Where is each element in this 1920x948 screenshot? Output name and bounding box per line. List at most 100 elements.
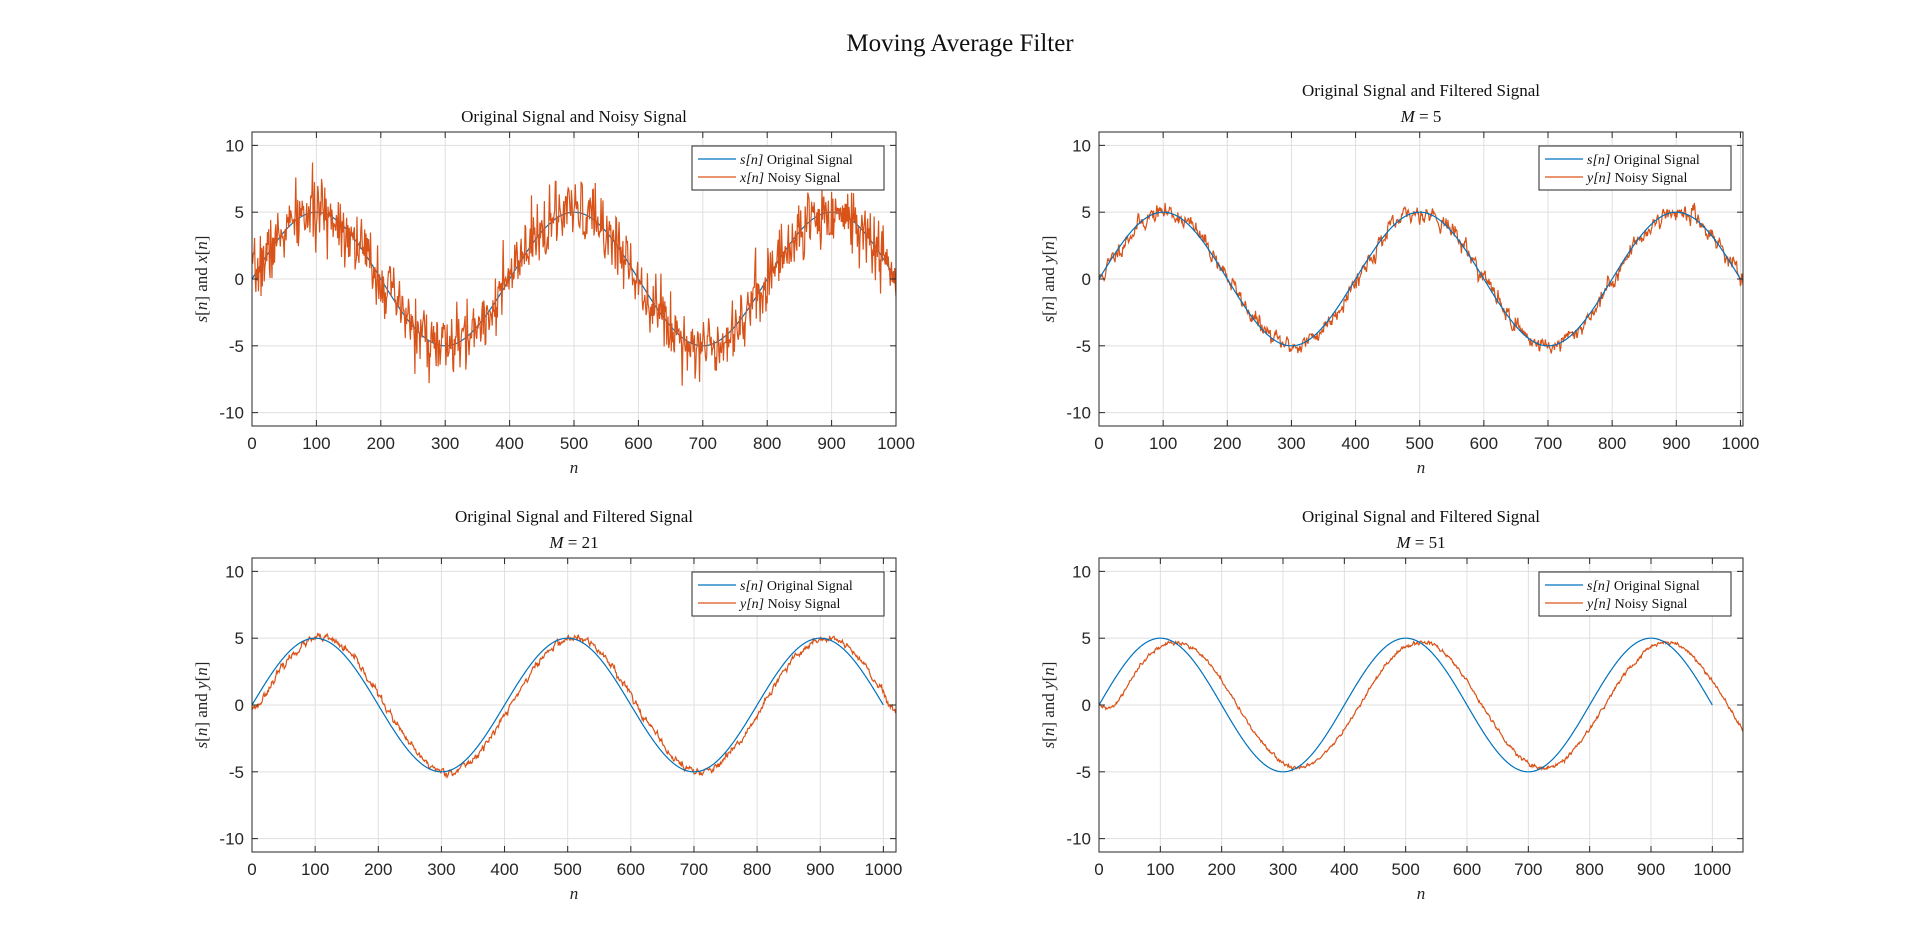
legend-entry: s[n] Original Signal <box>740 153 853 168</box>
x-tick-label: 100 <box>302 434 330 453</box>
x-tick-label: 100 <box>1149 434 1177 453</box>
x-tick-label: 900 <box>1662 434 1690 453</box>
filtered-signal-line <box>1099 202 1743 354</box>
x-tick-label: 0 <box>247 860 256 879</box>
x-axis-label: n <box>570 458 579 477</box>
y-tick-label: -5 <box>1076 337 1091 356</box>
y-tick-label: 10 <box>225 136 244 155</box>
subplot-title: Original Signal and Filtered Signal <box>1302 81 1540 100</box>
original-signal-line <box>252 637 884 773</box>
y-tick-label: -10 <box>219 404 244 423</box>
x-tick-label: 500 <box>553 860 581 879</box>
x-axis-label: n <box>570 884 579 903</box>
x-tick-label: 1000 <box>1722 434 1760 453</box>
x-tick-label: 800 <box>1575 860 1603 879</box>
legend-entry: y[n] Noisy Signal <box>738 597 840 612</box>
legend-entry: s[n] Original Signal <box>1587 153 1700 168</box>
legend-box <box>1538 571 1732 617</box>
x-tick-label: 600 <box>1470 434 1498 453</box>
filtered-signal-line <box>252 632 896 779</box>
y-tick-label: -10 <box>1066 830 1091 849</box>
legend: s[n] Original Signal y[n] Noisy Signal <box>1538 145 1732 191</box>
x-tick-label: 900 <box>817 434 845 453</box>
subplot-3: 0 100 200 300 400 500 600 700 800 900 1000 -10 -5 0 5 1… <box>192 507 902 903</box>
y-tick-label: 0 <box>1082 696 1091 715</box>
legend-entry: x[n] Noisy Signal <box>739 171 840 186</box>
x-tick-label: 100 <box>1146 860 1174 879</box>
x-tick-label: 400 <box>490 860 518 879</box>
subplot-title: Original Signal and Filtered Signal <box>1302 507 1540 526</box>
x-tick-label: 600 <box>1453 860 1481 879</box>
y-axis-label: s[n] and y[n] <box>1039 662 1058 749</box>
y-tick-label: 10 <box>1072 136 1091 155</box>
y-tick-label: 10 <box>225 562 244 581</box>
x-tick-label: 400 <box>495 434 523 453</box>
y-tick-label: -10 <box>219 830 244 849</box>
x-tick-label: 1000 <box>877 434 915 453</box>
subplot-title: Original Signal and Noisy Signal <box>461 107 687 126</box>
x-tick-label: 200 <box>364 860 392 879</box>
x-tick-label: 800 <box>743 860 771 879</box>
x-tick-label: 700 <box>689 434 717 453</box>
y-tick-label: 0 <box>235 270 244 289</box>
figure-title: Moving Average Filter <box>846 30 1074 57</box>
x-axis-label: n <box>1417 884 1426 903</box>
original-signal-line <box>1099 211 1741 347</box>
legend-entry: y[n] Noisy Signal <box>1585 171 1687 186</box>
x-tick-label: 300 <box>431 434 459 453</box>
x-tick-label: 300 <box>1269 860 1297 879</box>
x-axis-label: n <box>1417 458 1426 477</box>
x-tick-label: 900 <box>806 860 834 879</box>
filtered-signal-line <box>1099 640 1743 773</box>
y-tick-label: 5 <box>235 629 244 648</box>
y-tick-label: 0 <box>235 696 244 715</box>
x-tick-label: 800 <box>1598 434 1626 453</box>
x-tick-label: 600 <box>617 860 645 879</box>
x-tick-label: 700 <box>1534 434 1562 453</box>
x-tick-label: 1000 <box>864 860 902 879</box>
x-tick-label: 300 <box>427 860 455 879</box>
legend-box <box>691 145 885 191</box>
y-tick-label: -5 <box>229 337 244 356</box>
legend-entry: s[n] Original Signal <box>740 579 853 594</box>
x-tick-label: 200 <box>367 434 395 453</box>
legend: s[n] Original Signal x[n] Noisy Signal <box>691 145 885 191</box>
x-tick-label: 400 <box>1330 860 1358 879</box>
x-tick-label: 500 <box>560 434 588 453</box>
x-tick-label: 0 <box>247 434 256 453</box>
y-axis-label: s[n] and y[n] <box>192 662 211 749</box>
y-tick-label: -5 <box>1076 763 1091 782</box>
y-tick-label: 5 <box>1082 629 1091 648</box>
x-tick-label: 500 <box>1406 434 1434 453</box>
legend: s[n] Original Signal y[n] Noisy Signal <box>1538 571 1732 617</box>
y-axis-label: s[n] and x[n] <box>192 236 211 323</box>
subplot-subtitle: M = 21 <box>548 533 598 552</box>
subplot-subtitle: M = 5 <box>1400 107 1442 126</box>
x-tick-label: 0 <box>1094 860 1103 879</box>
x-tick-label: 500 <box>1391 860 1419 879</box>
x-tick-label: 700 <box>680 860 708 879</box>
y-tick-label: 0 <box>1082 270 1091 289</box>
x-tick-label: 700 <box>1514 860 1542 879</box>
x-tick-label: 0 <box>1094 434 1103 453</box>
y-tick-label: 5 <box>1082 203 1091 222</box>
subplot-2: 0 100 200 300 400 500 600 700 800 900 1000 -10 -5 0 5 1… <box>1039 81 1759 477</box>
y-axis-label: s[n] and y[n] <box>1039 236 1058 323</box>
x-tick-label: 100 <box>301 860 329 879</box>
y-tick-label: 10 <box>1072 562 1091 581</box>
x-tick-label: 1000 <box>1693 860 1731 879</box>
x-tick-label: 600 <box>624 434 652 453</box>
legend: s[n] Original Signal y[n] Noisy Signal <box>691 571 885 617</box>
x-tick-label: 800 <box>753 434 781 453</box>
original-signal-line <box>1099 637 1713 773</box>
filtered-signal-line <box>252 162 896 386</box>
x-tick-label: 200 <box>1213 434 1241 453</box>
x-tick-label: 200 <box>1207 860 1235 879</box>
legend-box <box>1538 145 1732 191</box>
legend-box <box>691 571 885 617</box>
y-tick-label: -10 <box>1066 404 1091 423</box>
x-tick-label: 900 <box>1637 860 1665 879</box>
legend-entry: s[n] Original Signal <box>1587 579 1700 594</box>
